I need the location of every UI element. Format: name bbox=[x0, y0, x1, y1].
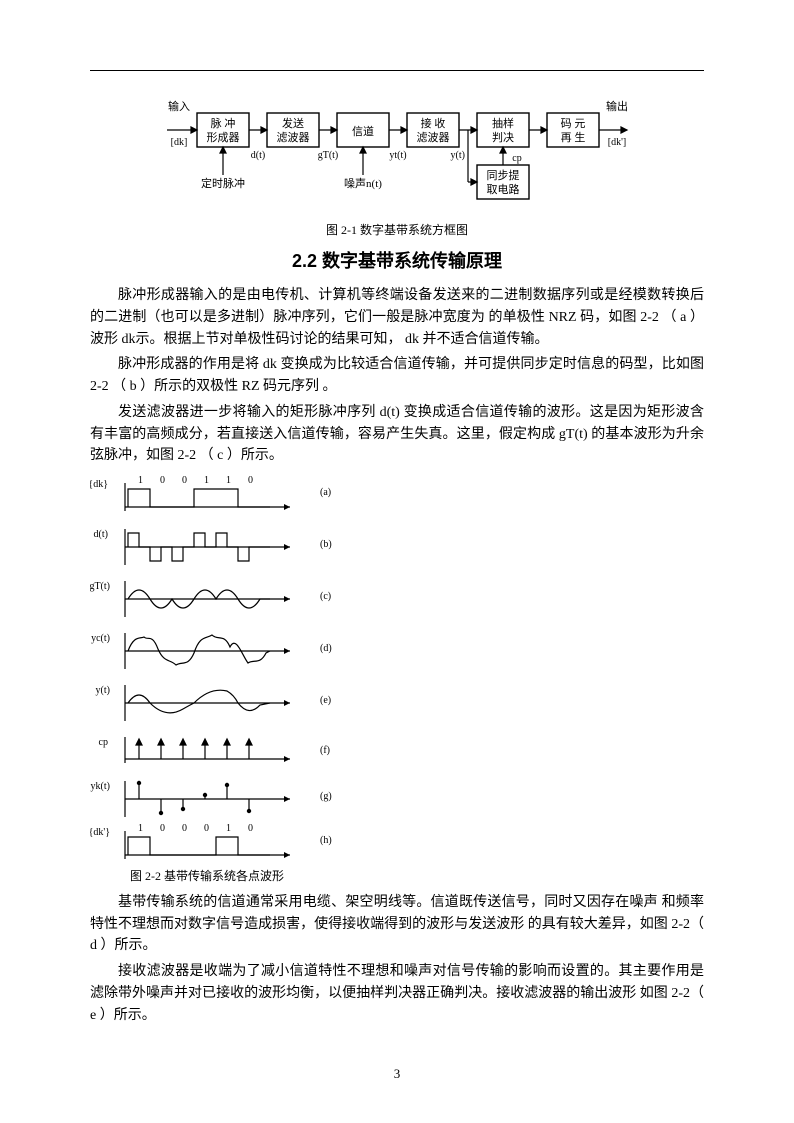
box5-l1: 抽样 bbox=[492, 116, 514, 130]
paragraph-2: 脉冲形成器的作用是将 dk 变换成为比较适合信道传输，并可提供同步定时信息的码型… bbox=[90, 354, 704, 397]
dt-label: d(t) bbox=[251, 150, 265, 161]
yt-label: yt(t) bbox=[389, 150, 406, 161]
figure-2-2-caption: 图 2-2 基带传输系统各点波形 bbox=[130, 867, 704, 886]
paragraph-5: 接收滤波器是收端为了减小信道特性不理想和噪声对信号传输的影响而设置的。其主要作用… bbox=[90, 961, 704, 1026]
section-title: 2.2 数字基带系统传输原理 bbox=[90, 247, 704, 276]
wave-f-label: cp bbox=[99, 737, 108, 748]
box4-l2: 滤波器 bbox=[417, 131, 450, 144]
svg-text:1: 1 bbox=[138, 475, 143, 486]
wave-d-tag: (d) bbox=[320, 643, 332, 654]
output-label: 输出 bbox=[606, 99, 628, 113]
box7-l2: 取电路 bbox=[487, 183, 520, 196]
svg-text:0: 0 bbox=[182, 475, 187, 486]
svg-text:1: 1 bbox=[226, 475, 231, 486]
input-sub: [dk] bbox=[171, 137, 188, 148]
paragraph-1: 脉冲形成器输入的是由电传机、计算机等终端设备发送来的二进制数据序列或是经模数转换… bbox=[90, 285, 704, 350]
page-number: 3 bbox=[0, 1064, 794, 1085]
figure-2-1: 脉 冲 形成器 发送 滤波器 信道 接 收 滤波器 抽样 判决 码 元 bbox=[90, 95, 704, 213]
wave-g-tag: (g) bbox=[320, 791, 332, 802]
wave-e-tag: (e) bbox=[320, 695, 331, 706]
svg-text:1: 1 bbox=[226, 823, 231, 834]
box2-l2: 滤波器 bbox=[277, 131, 310, 144]
box1-l2: 形成器 bbox=[207, 131, 240, 144]
box2-l1: 发送 bbox=[282, 116, 304, 130]
box7-l1: 同步提 bbox=[487, 169, 520, 182]
wave-g-label: yk(t) bbox=[91, 781, 110, 792]
box4-l1: 接 收 bbox=[421, 116, 446, 130]
output-sub: [dk'] bbox=[608, 137, 626, 148]
figure-2-2: {dk} (a) 1 0 0 1 1 0 d(t) (b) bbox=[90, 473, 704, 863]
box6-l1: 码 元 bbox=[561, 117, 586, 130]
wave-e-label: y(t) bbox=[96, 685, 110, 696]
wave-b-label: d(t) bbox=[94, 529, 108, 540]
svg-text:0: 0 bbox=[248, 475, 253, 486]
wave-a-tag: (a) bbox=[320, 487, 331, 498]
wave-f-tag: (f) bbox=[320, 745, 330, 756]
wave-c-label: gT(t) bbox=[90, 581, 110, 592]
input-label: 输入 bbox=[168, 99, 190, 113]
wave-c-tag: (c) bbox=[320, 591, 331, 602]
figure-2-1-caption: 图 2-1 数字基带系统方框图 bbox=[90, 221, 704, 240]
wave-h-label: {dk'} bbox=[90, 827, 110, 838]
wave-h-tag: (h) bbox=[320, 835, 332, 846]
svg-text:0: 0 bbox=[182, 823, 187, 834]
wave-b-tag: (b) bbox=[320, 539, 332, 550]
svg-text:0: 0 bbox=[160, 823, 165, 834]
paragraph-4: 基带传输系统的信道通常采用电缆、架空明线等。信道既传送信号，同时又因存在噪声 和… bbox=[90, 892, 704, 957]
gt-label: gT(t) bbox=[318, 150, 339, 161]
timing-label: 定时脉冲 bbox=[201, 176, 245, 190]
svg-text:1: 1 bbox=[138, 823, 143, 834]
svg-text:1: 1 bbox=[204, 475, 209, 486]
wave-a-label: {dk} bbox=[90, 479, 108, 490]
paragraph-3: 发送滤波器进一步将输入的矩形脉冲序列 d(t) 变换成适合信道传输的波形。这是因… bbox=[90, 402, 704, 467]
noise-label: 噪声n(t) bbox=[344, 176, 382, 190]
box1-l1: 脉 冲 bbox=[211, 116, 236, 130]
box6-l2: 再 生 bbox=[561, 130, 586, 144]
yt2-label: y(t) bbox=[451, 150, 465, 161]
box3-l1: 信道 bbox=[352, 124, 374, 138]
box5-l2: 判决 bbox=[492, 131, 514, 144]
wave-d-label: yc(t) bbox=[91, 633, 110, 644]
svg-text:0: 0 bbox=[248, 823, 253, 834]
cp-label: cp bbox=[512, 153, 521, 164]
svg-text:0: 0 bbox=[160, 475, 165, 486]
svg-text:0: 0 bbox=[204, 823, 209, 834]
